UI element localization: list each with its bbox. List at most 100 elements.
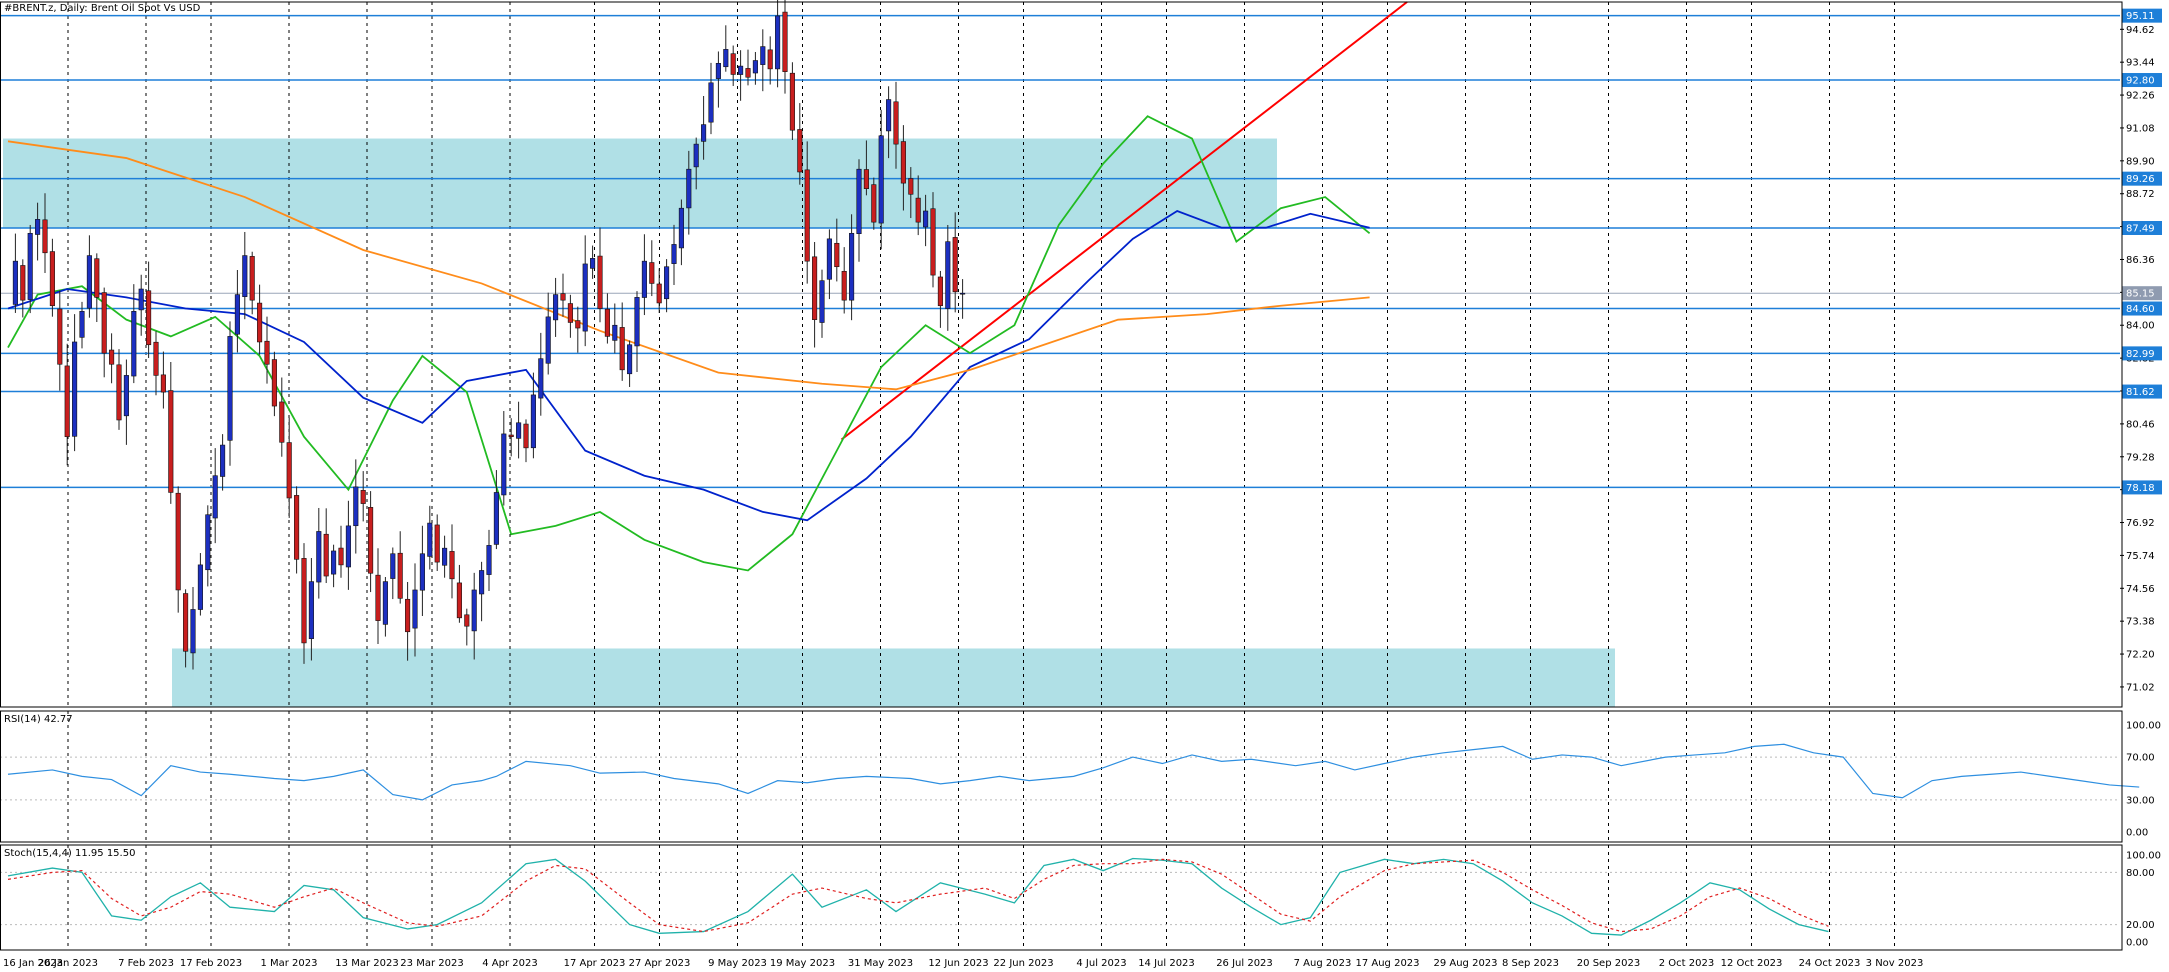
zone-0 — [3, 138, 1277, 228]
candle — [567, 294, 573, 338]
trendline — [840, 1, 1408, 441]
candle-body-down — [871, 184, 877, 223]
rsi-pane[interactable]: 100.00 70.00 30.00 0.00 RSI(14) 42.77 — [0, 714, 2161, 839]
candle — [664, 259, 670, 313]
time-tick-label: 23 Mar 2023 — [400, 958, 463, 969]
candle — [812, 241, 818, 348]
candle-body-up — [131, 311, 137, 377]
stochastic-tick-label: 100.00 — [2126, 851, 2161, 862]
candle-body-up — [316, 531, 322, 583]
candle-body-up — [826, 238, 832, 280]
candle-body-up — [775, 15, 781, 70]
price-tick-label: 84.00 — [2126, 321, 2155, 332]
price-tick-label: 79.28 — [2126, 452, 2155, 463]
candle-body-up — [382, 581, 388, 625]
time-tick-label: 1 Mar 2023 — [260, 958, 317, 969]
candle-body-up — [205, 514, 211, 571]
candle — [582, 235, 588, 347]
candle — [656, 268, 662, 314]
pane-frame — [0, 710, 2123, 843]
candle — [20, 259, 26, 318]
candle — [508, 418, 514, 457]
candle — [782, 0, 788, 94]
level-price-label: 81.62 — [2126, 387, 2155, 398]
candle — [863, 140, 869, 196]
candle-body-down — [301, 558, 307, 644]
candle-body-down — [575, 320, 581, 329]
zone-1 — [172, 648, 1615, 707]
candle-body-down — [789, 72, 795, 131]
main-price-pane[interactable]: 94.6293.4492.2691.0889.9088.7287.5486.36… — [0, 0, 2162, 950]
time-tick-label: 4 Jul 2023 — [1076, 958, 1126, 969]
candle-body-down — [249, 256, 255, 301]
candle — [294, 486, 300, 574]
candle-body-up — [545, 316, 551, 364]
candle — [826, 229, 832, 300]
candle — [590, 245, 596, 279]
candle-body-up — [538, 358, 544, 399]
candle — [560, 273, 566, 317]
vertical-grid — [67, 2, 1895, 950]
level-price-label-box — [2122, 301, 2162, 316]
candle — [767, 36, 773, 85]
candle-body-up — [849, 232, 855, 301]
candle-body-down — [560, 293, 566, 301]
candle — [368, 491, 374, 593]
candle-body-down — [930, 208, 936, 276]
candle — [960, 279, 966, 319]
candle — [57, 290, 63, 391]
price-tick-label: 93.44 — [2126, 58, 2155, 69]
candle-body-down — [397, 552, 403, 599]
candle — [797, 103, 803, 185]
candle — [738, 50, 744, 101]
candle-body-up — [242, 255, 248, 297]
candle — [323, 508, 329, 584]
candle — [575, 306, 581, 353]
candle-body-up — [945, 241, 951, 309]
price-tick-label: 92.26 — [2126, 91, 2155, 102]
candle-body-down — [375, 574, 381, 621]
candle — [27, 224, 33, 314]
time-tick-label: 7 Aug 2023 — [1294, 958, 1352, 969]
candle-body-down — [405, 598, 411, 633]
candle-body-up — [27, 232, 33, 300]
candle-body-down — [893, 101, 899, 145]
candle — [271, 351, 277, 417]
candle-body-up — [123, 375, 129, 417]
candle — [12, 233, 18, 313]
candle-body-up — [227, 336, 233, 441]
candle-body-down — [360, 490, 366, 504]
candle-body-down — [952, 237, 958, 293]
stochastic-tick-label: 0.00 — [2126, 938, 2148, 949]
candle — [627, 340, 633, 387]
candle — [123, 359, 129, 445]
candle-body-up — [197, 564, 203, 610]
time-tick-label: 4 Apr 2023 — [482, 958, 537, 969]
level-price-label: 92.80 — [2126, 76, 2155, 87]
candle — [131, 284, 137, 384]
candle — [908, 167, 914, 219]
candle — [900, 125, 906, 211]
stochastic-grid — [0, 871, 2120, 926]
candle — [183, 589, 189, 668]
candle-body-up — [138, 288, 144, 311]
stochastic-axis: 100.00 80.00 20.00 0.00 — [2126, 851, 2161, 949]
candle — [849, 214, 855, 321]
stochastic-tick-label: 20.00 — [2126, 920, 2155, 931]
candle — [952, 212, 958, 313]
rsi-tick-label: 100.00 — [2126, 721, 2161, 732]
candle-body-down — [323, 533, 329, 577]
candle-body-down — [863, 169, 869, 189]
candle — [442, 535, 448, 578]
price-tick-label: 75.74 — [2126, 551, 2155, 562]
candle-body-down — [804, 169, 810, 262]
candle-body-down — [841, 270, 847, 301]
level-price-label: 95.11 — [2126, 11, 2155, 22]
candle — [937, 270, 943, 328]
candle-body-down — [656, 283, 662, 304]
stochastic-pane[interactable]: 100.00 80.00 20.00 0.00 Stoch(15,4,4) 11.95… — [0, 848, 2161, 949]
candle — [301, 543, 307, 664]
candle — [708, 62, 714, 135]
candle-body-up — [72, 341, 78, 437]
